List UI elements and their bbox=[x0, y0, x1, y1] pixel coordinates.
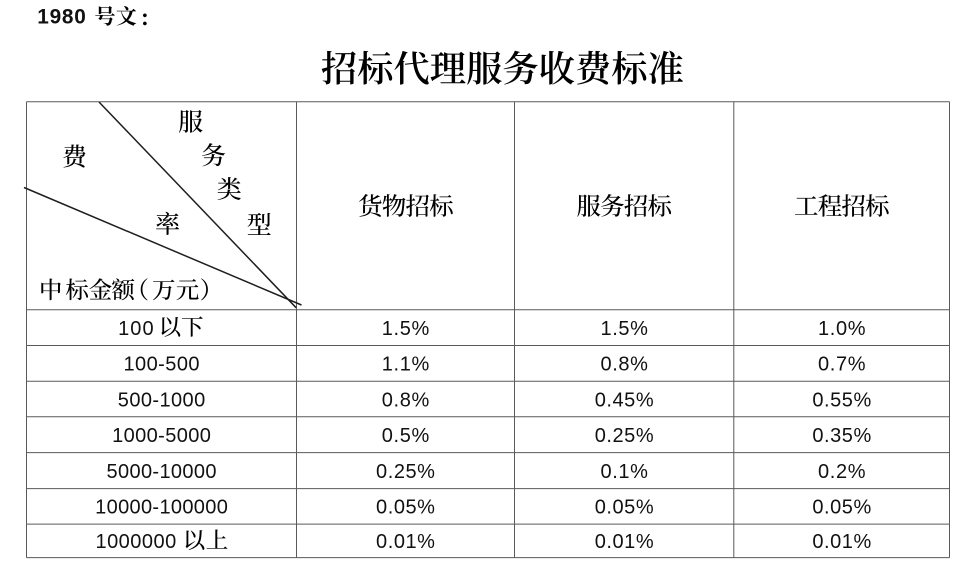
svg-text:0.35%: 0.35% bbox=[812, 425, 871, 447]
svg-text:1.1%: 1.1% bbox=[382, 354, 430, 376]
svg-text:1000-5000: 1000-5000 bbox=[112, 425, 211, 447]
svg-text:0.01%: 0.01% bbox=[376, 531, 435, 553]
svg-text:1.5%: 1.5% bbox=[600, 318, 648, 340]
svg-text:500-1000: 500-1000 bbox=[118, 389, 205, 411]
svg-text:1980: 1980 bbox=[37, 5, 86, 28]
svg-text:100: 100 bbox=[118, 318, 153, 340]
svg-text:1.5%: 1.5% bbox=[382, 318, 430, 340]
svg-text:0.45%: 0.45% bbox=[595, 389, 654, 411]
svg-text:0.2%: 0.2% bbox=[818, 461, 866, 483]
svg-text:1000000: 1000000 bbox=[95, 531, 176, 553]
svg-text:0.25%: 0.25% bbox=[376, 461, 435, 483]
svg-text:0.01%: 0.01% bbox=[812, 531, 871, 553]
svg-text:0.8%: 0.8% bbox=[382, 389, 430, 411]
svg-text:0.8%: 0.8% bbox=[600, 354, 648, 376]
svg-text:0.05%: 0.05% bbox=[595, 497, 654, 519]
svg-text:10000-100000: 10000-100000 bbox=[95, 497, 228, 519]
svg-text:1.0%: 1.0% bbox=[818, 318, 866, 340]
svg-text:0.1%: 0.1% bbox=[600, 461, 648, 483]
svg-text:0.5%: 0.5% bbox=[382, 425, 430, 447]
svg-text:0.25%: 0.25% bbox=[595, 425, 654, 447]
svg-text:0.05%: 0.05% bbox=[812, 497, 871, 519]
svg-text:5000-10000: 5000-10000 bbox=[107, 461, 217, 483]
svg-text:0.05%: 0.05% bbox=[376, 497, 435, 519]
svg-text:0.55%: 0.55% bbox=[812, 389, 871, 411]
svg-text:0.01%: 0.01% bbox=[595, 531, 654, 553]
svg-text:100-500: 100-500 bbox=[124, 354, 200, 376]
svg-text:0.7%: 0.7% bbox=[818, 354, 866, 376]
